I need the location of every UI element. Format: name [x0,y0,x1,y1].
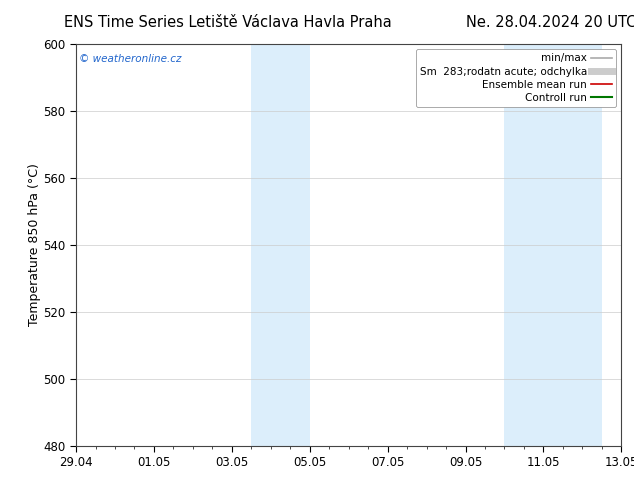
Text: Ne. 28.04.2024 20 UTC: Ne. 28.04.2024 20 UTC [466,15,634,29]
Text: ENS Time Series Letiště Václava Havla Praha: ENS Time Series Letiště Václava Havla Pr… [65,15,392,29]
Bar [505,44,602,446]
Text: © weatheronline.cz: © weatheronline.cz [79,54,181,64]
Bar [251,44,310,446]
Legend: min/max, Sm  283;rodatn acute; odchylka, Ensemble mean run, Controll run: min/max, Sm 283;rodatn acute; odchylka, … [415,49,616,107]
Y-axis label: Temperature 850 hPa (°C): Temperature 850 hPa (°C) [28,164,41,326]
